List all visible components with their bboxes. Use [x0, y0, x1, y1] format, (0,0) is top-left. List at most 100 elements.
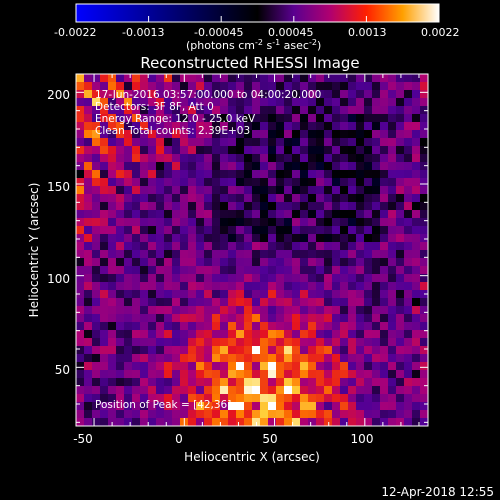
heatmap-cell — [124, 346, 133, 355]
heatmap-cell — [188, 354, 197, 363]
heatmap-cell — [132, 178, 141, 187]
heatmap-cell — [412, 378, 421, 387]
heatmap-cell — [276, 362, 285, 371]
heatmap-cell — [76, 178, 85, 187]
heatmap-cell — [116, 314, 125, 323]
heatmap-cell — [396, 274, 405, 283]
heatmap-cell — [148, 178, 157, 187]
heatmap-cell — [388, 402, 397, 411]
heatmap-cell — [380, 170, 389, 179]
heatmap-cell — [228, 202, 237, 211]
heatmap-cell — [388, 106, 397, 115]
heatmap-cell — [132, 330, 141, 339]
heatmap-cell — [188, 74, 197, 83]
heatmap-cell — [204, 114, 213, 123]
heatmap-cell — [164, 210, 173, 219]
heatmap-cell — [308, 130, 317, 139]
heatmap-cell — [252, 402, 261, 411]
heatmap-cell — [116, 162, 125, 171]
heatmap-cell — [380, 122, 389, 131]
heatmap-cell — [284, 154, 293, 163]
heatmap-cell — [292, 90, 301, 99]
heatmap-cell — [356, 82, 365, 91]
heatmap-cell — [300, 242, 309, 251]
heatmap-cell — [372, 266, 381, 275]
heatmap-cell — [340, 362, 349, 371]
heatmap-cell — [356, 74, 365, 83]
heatmap-cell — [164, 106, 173, 115]
heatmap-cell — [396, 306, 405, 315]
heatmap-cell — [372, 114, 381, 123]
heatmap-cell — [284, 266, 293, 275]
heatmap-cell — [92, 354, 101, 363]
heatmap-cell — [172, 250, 181, 259]
heatmap-cell — [420, 186, 429, 195]
heatmap-cell — [236, 322, 245, 331]
heatmap-cell — [196, 346, 205, 355]
heatmap-cell — [348, 338, 357, 347]
heatmap-cell — [132, 274, 141, 283]
heatmap-cell — [116, 226, 125, 235]
heatmap-cell — [308, 370, 317, 379]
heatmap-cell — [388, 418, 397, 427]
heatmap-cell — [100, 226, 109, 235]
heatmap-cell — [308, 98, 317, 107]
heatmap-cell — [204, 178, 213, 187]
heatmap-cell — [412, 338, 421, 347]
heatmap-cell — [100, 266, 109, 275]
heatmap-cell — [76, 330, 85, 339]
heatmap-cell — [260, 122, 269, 131]
heatmap-cell — [284, 106, 293, 115]
heatmap-cell — [388, 90, 397, 99]
heatmap-cell — [332, 354, 341, 363]
heatmap-cell — [164, 298, 173, 307]
heatmap-cell — [92, 362, 101, 371]
heatmap-cell — [300, 298, 309, 307]
heatmap-cell — [340, 114, 349, 123]
heatmap-cell — [388, 330, 397, 339]
heatmap-cell — [356, 354, 365, 363]
heatmap-cell — [220, 274, 229, 283]
heatmap-cell — [372, 258, 381, 267]
heatmap-cell — [300, 370, 309, 379]
heatmap-cell — [412, 98, 421, 107]
heatmap-cell — [204, 194, 213, 203]
heatmap-cell — [348, 106, 357, 115]
heatmap-cell — [92, 258, 101, 267]
heatmap-cell — [300, 186, 309, 195]
heatmap-cell — [140, 250, 149, 259]
heatmap-cell — [172, 130, 181, 139]
heatmap-cell — [332, 242, 341, 251]
heatmap-cell — [92, 146, 101, 155]
heatmap-cell — [204, 170, 213, 179]
heatmap-cell — [284, 218, 293, 227]
heatmap-cell — [420, 322, 429, 331]
heatmap-cell — [84, 74, 93, 83]
heatmap-cell — [396, 170, 405, 179]
heatmap-cell — [180, 394, 189, 403]
heatmap-cell — [284, 282, 293, 291]
heatmap-cell — [324, 258, 333, 267]
heatmap-cell — [228, 290, 237, 299]
heatmap-cell — [300, 154, 309, 163]
heatmap-cell — [92, 114, 101, 123]
heatmap-cell — [284, 90, 293, 99]
heatmap-cell — [156, 234, 165, 243]
heatmap-cell — [388, 186, 397, 195]
heatmap-cell — [236, 370, 245, 379]
heatmap-cell — [116, 394, 125, 403]
heatmap-cell — [236, 146, 245, 155]
heatmap-cell — [332, 106, 341, 115]
heatmap-cell — [356, 306, 365, 315]
heatmap-cell — [236, 418, 245, 427]
heatmap-cell — [420, 298, 429, 307]
heatmap-cell — [380, 202, 389, 211]
heatmap-cell — [372, 314, 381, 323]
heatmap-cell — [308, 162, 317, 171]
heatmap-cell — [132, 314, 141, 323]
heatmap-cell — [284, 418, 293, 427]
heatmap-cell — [156, 218, 165, 227]
heatmap-cell — [148, 298, 157, 307]
heatmap-cell — [412, 218, 421, 227]
heatmap-cell — [292, 314, 301, 323]
